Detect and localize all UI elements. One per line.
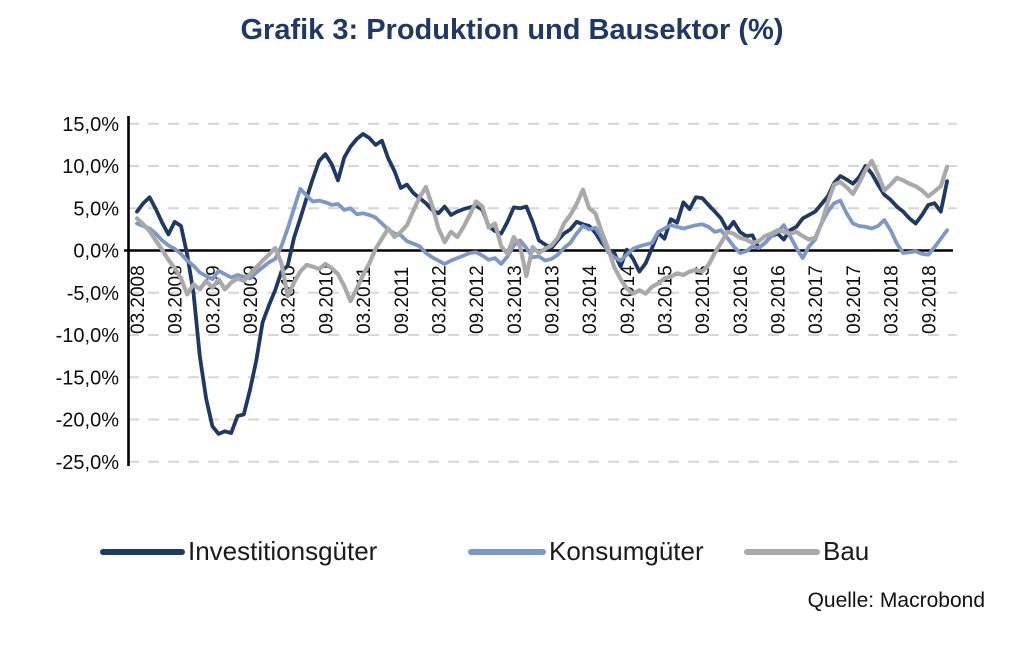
x-tick-label: 03.2017 <box>806 265 827 334</box>
x-tick-label: 03.2016 <box>731 265 752 334</box>
legend-swatch-investitionsgueter <box>100 548 185 555</box>
legend-item-investitionsgueter: Investitionsgüter <box>100 536 377 567</box>
series-line-bau <box>134 158 950 304</box>
y-tick-label: -15,0% <box>56 367 120 389</box>
legend-label-investitionsgueter: Investitionsgüter <box>188 536 378 566</box>
x-tick-label: 09.2008 <box>166 265 187 334</box>
legend-item-bau: Bau <box>744 536 869 567</box>
x-tick-label: 09.2014 <box>618 265 639 334</box>
x-tick-label: 09.2017 <box>844 265 865 334</box>
legend-item-konsumgueter: Konsumgüter <box>468 536 704 567</box>
y-tick-label: -20,0% <box>56 410 120 432</box>
x-tick-label: 03.2014 <box>580 265 601 334</box>
y-tick-label: -25,0% <box>56 452 120 474</box>
x-tick-label: 09.2015 <box>693 265 714 334</box>
chart-title: Grafik 3: Produktion und Bausektor (%) <box>240 14 784 46</box>
x-tick-label: 09.2011 <box>392 267 413 334</box>
y-tick-label: 15,0% <box>62 114 119 136</box>
chart-legend: Investitionsgüter Konsumgüter Bau <box>0 536 1024 570</box>
series-line-investitionsgueter <box>135 131 949 436</box>
legend-swatch-bau <box>744 548 820 555</box>
x-tick-label: 09.2010 <box>316 265 337 334</box>
x-tick-label: 03.2012 <box>429 265 450 334</box>
y-tick-label: 5,0% <box>73 198 119 220</box>
series-line-konsumgueter <box>135 186 949 282</box>
x-tick-label: 09.2012 <box>467 265 488 334</box>
y-tick-label: -10,0% <box>56 325 120 347</box>
x-tick-label: 09.2013 <box>542 265 563 334</box>
x-tick-label: 03.2011 <box>354 267 375 334</box>
source-credit: Quelle: Macrobond <box>807 589 985 612</box>
x-tick-label: 03.2008 <box>128 265 149 334</box>
y-tick-label: 10,0% <box>62 156 119 178</box>
legend-label-bau: Bau <box>823 536 870 566</box>
y-tick-label: 0,0% <box>73 241 119 263</box>
y-tick-label: -5,0% <box>67 283 119 305</box>
x-tick-label: 09.2018 <box>919 265 940 334</box>
x-tick-label: 03.2013 <box>505 265 526 334</box>
x-tick-label: 09.2016 <box>769 265 790 334</box>
x-tick-label: 09.2009 <box>241 265 262 334</box>
legend-label-konsumgueter: Konsumgüter <box>549 536 704 566</box>
legend-swatch-konsumgueter <box>468 548 546 555</box>
x-tick-label: 03.2018 <box>882 265 903 334</box>
